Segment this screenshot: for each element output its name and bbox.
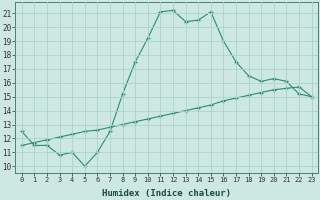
X-axis label: Humidex (Indice chaleur): Humidex (Indice chaleur) bbox=[102, 189, 231, 198]
